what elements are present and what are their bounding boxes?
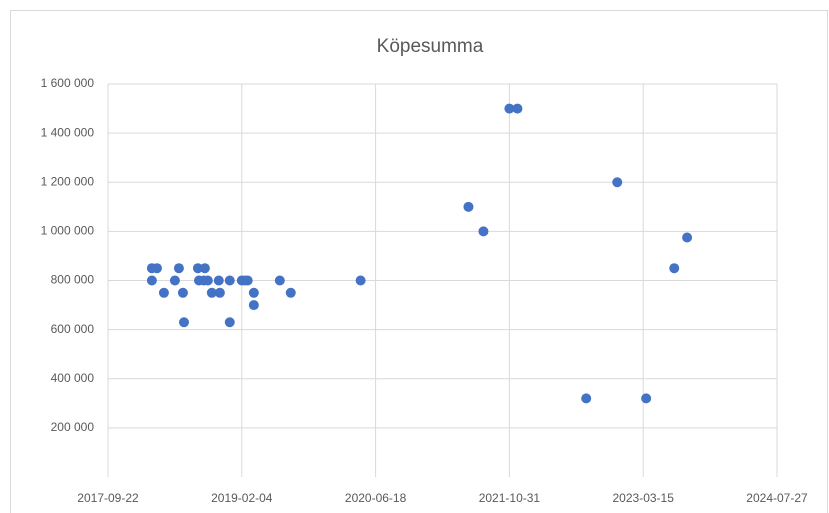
point — [224, 317, 235, 328]
x-tick-label: 2019-02-04 — [211, 491, 273, 505]
chart-title: Köpesumma — [377, 36, 484, 57]
point — [202, 275, 213, 286]
point — [178, 317, 189, 328]
point — [641, 393, 652, 404]
point — [192, 263, 203, 274]
x-tick-label: 2023-03-15 — [613, 491, 675, 505]
point — [214, 287, 225, 298]
point — [206, 287, 217, 298]
point — [199, 263, 210, 274]
point — [355, 275, 366, 286]
y-tick-label: 1 200 000 — [41, 174, 95, 188]
y-tick-label: 400 000 — [51, 371, 95, 385]
point — [669, 263, 680, 274]
point — [173, 263, 184, 274]
point — [169, 275, 180, 286]
chart-frame — [10, 10, 828, 513]
point — [177, 287, 188, 298]
x-tick-label: 2017-09-22 — [77, 491, 139, 505]
point — [146, 275, 157, 286]
point — [512, 103, 523, 114]
point — [213, 275, 224, 286]
x-tick-label: 2024-07-27 — [746, 491, 808, 505]
point — [285, 287, 296, 298]
y-tick-label: 200 000 — [51, 420, 95, 434]
point — [248, 300, 259, 311]
point — [463, 201, 474, 212]
point — [478, 226, 489, 237]
point — [158, 287, 169, 298]
y-tick-label: 800 000 — [51, 273, 95, 287]
point — [224, 275, 235, 286]
point — [682, 232, 693, 243]
y-tick-label: 1 000 000 — [41, 224, 95, 238]
point — [504, 103, 515, 114]
y-tick-label: 1 600 000 — [41, 76, 95, 90]
x-tick-label: 2021-10-31 — [479, 491, 541, 505]
point — [151, 263, 162, 274]
y-tick-label: 600 000 — [51, 322, 95, 336]
point — [274, 275, 285, 286]
point — [248, 287, 259, 298]
point — [612, 177, 623, 188]
x-tick-label: 2020-06-18 — [345, 491, 407, 505]
point — [239, 275, 250, 286]
y-tick-label: 1 400 000 — [41, 125, 95, 139]
point — [581, 393, 592, 404]
